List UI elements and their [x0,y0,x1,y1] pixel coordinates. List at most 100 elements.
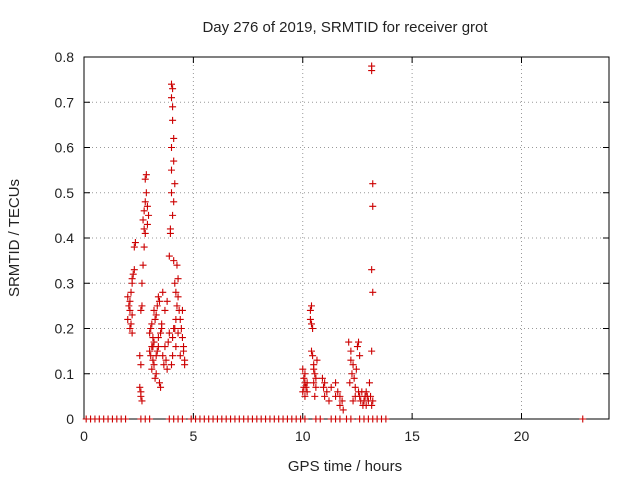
data-point [163,365,171,373]
data-point [177,325,185,332]
data-point [368,266,376,274]
data-point [300,374,308,382]
data-point [332,392,340,400]
data-point [165,329,173,337]
data-point [168,166,175,174]
x-tick-label: 5 [189,428,197,444]
data-point [172,288,180,296]
x-tick-label: 20 [514,428,530,444]
data-point [126,297,134,305]
data-point [143,220,151,228]
data-point [301,370,309,378]
data-point [168,144,175,151]
data-point [309,352,317,360]
data-point [157,329,165,337]
data-point [369,180,377,188]
data-point [345,338,353,346]
data-point [368,67,376,75]
data-point [320,383,328,391]
data-point [350,374,358,382]
data-point [351,392,359,400]
data-point [126,306,134,314]
data-point [353,343,361,351]
data-point [368,347,376,355]
data-point [178,334,186,342]
x-tick-label: 10 [295,428,311,444]
data-point [323,388,331,396]
data-point [174,329,182,337]
data-point [130,266,138,274]
data-point [170,157,178,165]
data-point [173,261,181,269]
data-point [336,415,344,423]
data-point [382,415,390,423]
y-tick-label: 0.8 [55,49,75,65]
data-point [327,383,335,391]
data-point [178,415,186,423]
data-point [141,229,149,237]
data-point [137,392,145,400]
data-point [128,275,136,283]
data-point [151,315,159,323]
chart-title: Day 276 of 2019, SRMTID for receiver gro… [202,19,488,36]
data-point [139,261,147,269]
data-point [157,383,165,391]
data-point [171,279,179,287]
y-tick-label: 0.2 [55,321,75,337]
data-points [82,62,587,423]
data-point [149,356,157,364]
x-tick-label: 0 [80,428,88,444]
data-point [140,207,148,215]
data-point [306,306,314,314]
data-point [348,370,356,378]
data-point [321,392,329,400]
y-tick-label: 0.7 [55,94,75,110]
data-point [150,361,158,369]
data-point [169,103,177,111]
data-point [139,216,147,224]
gridlines [84,57,609,419]
data-point [162,356,170,364]
data-point [138,279,146,287]
data-point [347,347,355,355]
data-point [142,171,150,179]
data-point [171,180,179,188]
data-point [311,392,319,400]
data-point [356,352,364,360]
data-point [165,252,173,260]
data-point [147,325,155,332]
data-point [151,374,159,382]
axis-ticks: 0 0.1 0.2 0.3 0.4 0.5 0.6 0.7 0.8 0 5 10 15 20 [55,49,609,444]
data-point [302,383,310,391]
data-point [369,397,377,405]
data-point [154,334,162,342]
data-point [321,379,329,387]
data-point [368,401,376,409]
data-point [347,415,355,423]
data-point [301,392,309,400]
data-point [310,379,318,387]
data-point [308,320,315,328]
data-point [166,229,174,237]
data-point [180,343,188,351]
data-point [369,288,377,296]
data-point [169,334,177,342]
y-axis-label: SRMTID / TECUs [6,179,23,297]
data-point [170,325,178,332]
data-point [128,329,136,337]
y-tick-label: 0.3 [55,275,75,291]
data-point [129,270,137,278]
data-point [146,347,154,355]
data-point [299,365,307,373]
data-point [126,325,134,332]
data-point [155,297,163,305]
data-point [355,338,363,346]
data-point [313,356,321,364]
data-point [303,379,311,387]
data-point [122,415,130,423]
data-point [150,338,158,346]
data-point [148,365,156,373]
data-point [365,379,373,387]
data-point [332,379,340,387]
data-point [138,302,146,310]
